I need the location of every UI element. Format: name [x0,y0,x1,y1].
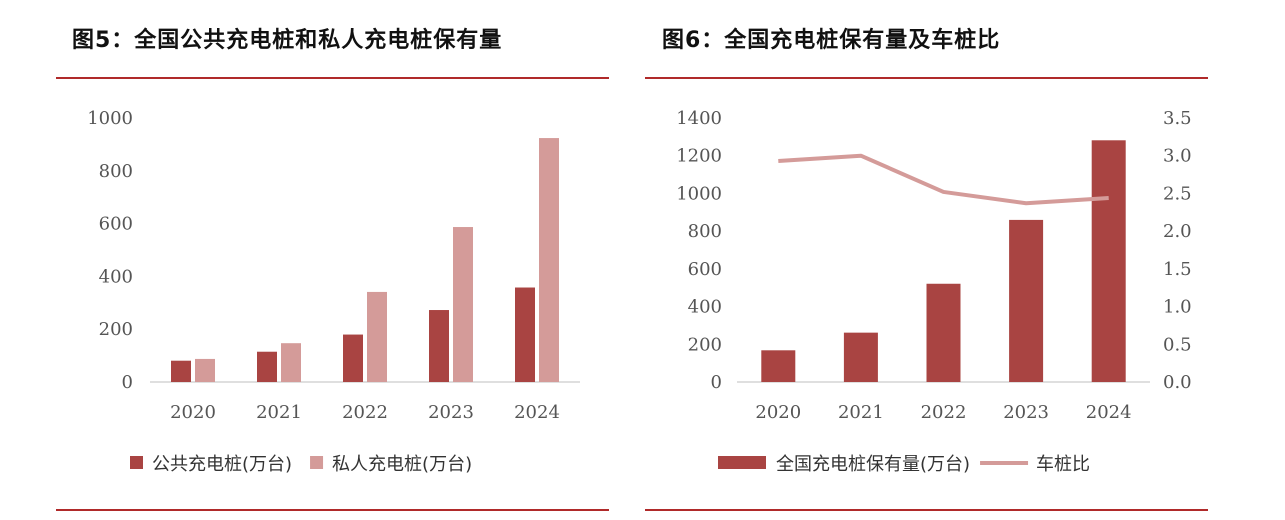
legend-swatch-total [718,456,766,469]
y2-tick-label: 0.0 [1163,372,1192,393]
x-tick-label: 2021 [838,402,884,423]
legend-label-public: 公共充电桩(万台) [152,454,292,475]
legend-swatch-public [130,456,143,469]
x-tick-label: 2022 [921,402,967,423]
figure-6-top-rule [645,77,1208,79]
y-tick-label: 1400 [676,108,722,129]
y-tick-label: 1200 [676,146,722,167]
y2-tick-label: 1.5 [1163,259,1192,280]
bar-private [367,291,387,382]
x-tick-label: 2024 [1086,402,1132,423]
bar-private [195,358,215,382]
y2-tick-label: 1.0 [1163,297,1192,318]
bar-public [257,351,277,382]
y2-tick-label: 2.0 [1163,221,1192,242]
x-tick-label: 2023 [428,402,474,423]
y-tick-label: 400 [688,297,722,318]
x-tick-label: 2022 [342,402,388,423]
bar-total-chargers [843,332,878,382]
x-tick-label: 2020 [170,402,216,423]
figure-5-bottom-rule [56,509,609,511]
figure-5-top-rule [56,77,609,79]
bar-public [515,287,535,382]
bar-total-chargers [926,283,961,382]
y-tick-label: 0 [711,372,722,393]
y-tick-label: 600 [688,259,722,280]
legend-label-total: 全国充电桩保有量(万台) [776,454,970,475]
y2-tick-label: 0.5 [1163,334,1192,355]
y-tick-label: 600 [99,214,133,235]
bar-public [343,334,363,382]
y-tick-label: 400 [99,266,133,287]
y2-tick-label: 3.0 [1163,146,1192,167]
y2-tick-label: 3.5 [1163,108,1192,129]
y-tick-label: 200 [99,319,133,340]
x-tick-label: 2023 [1003,402,1049,423]
x-tick-label: 2024 [514,402,560,423]
y-tick-label: 200 [688,334,722,355]
bar-private [539,138,559,382]
x-tick-label: 2020 [755,402,801,423]
y-tick-label: 800 [99,161,133,182]
y-tick-label: 1000 [676,183,722,204]
bar-total-chargers [761,350,796,382]
figure-6-bottom-rule [645,509,1208,511]
bar-total-chargers [1009,219,1044,382]
figure-5-chart: 0 200 400 600 800 1000 2020 2021 2022 2023 2024 公共充… [87,108,580,475]
x-tick-label: 2021 [256,402,302,423]
figure-6-chart: 0 200 400 600 800 1000 1200 1400 0.0 0.5 1.0 1.5 2.0… [676,108,1192,475]
bar-public [171,360,191,382]
bar-total-chargers [1091,140,1126,382]
bar-private [281,343,301,382]
y-tick-label: 1000 [87,108,133,129]
y2-tick-label: 2.5 [1163,183,1192,204]
bar-public [429,310,449,382]
y-tick-label: 0 [122,372,133,393]
figure-6-panel: 图6：全国充电桩保有量及车桩比 0 200 400 600 800 1000 1200 140… [640,0,1285,520]
y-tick-label: 800 [688,221,722,242]
line-vehicle-charger-ratio [778,153,1109,206]
figure-5-panel: 图5：全国公共充电桩和私人充电桩保有量 0 200 400 600 800 1000 202… [0,0,640,520]
legend-label-ratio: 车桩比 [1036,454,1090,475]
legend-swatch-private [310,456,324,469]
figure-6-title: 图6：全国充电桩保有量及车桩比 [662,28,1001,53]
bar-private [453,227,473,382]
figure-5-title: 图5：全国公共充电桩和私人充电桩保有量 [72,28,503,53]
legend-label-private: 私人充电桩(万台) [332,454,472,475]
